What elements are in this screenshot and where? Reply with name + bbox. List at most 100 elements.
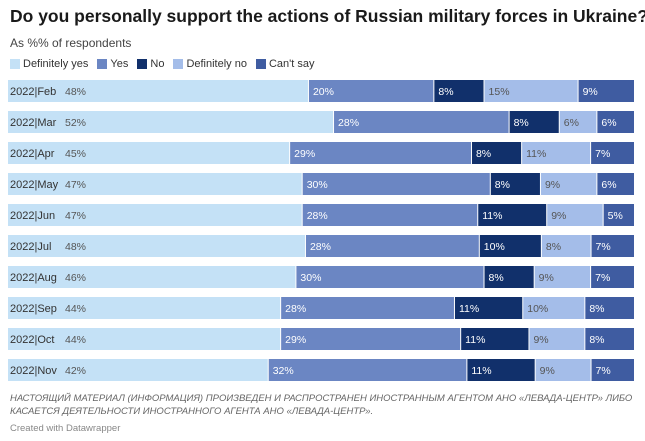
bar-segment <box>467 359 535 381</box>
chart-legend: Definitely yes Yes No Definitely no Can't sa… <box>10 57 324 71</box>
bar-segment <box>547 204 603 226</box>
bar-segment <box>454 297 523 319</box>
bar-value-label: 8% <box>514 117 529 129</box>
legend-item-4: Can't say <box>255 58 315 70</box>
bar-value-label: 32% <box>273 365 294 377</box>
legend-swatch <box>173 59 184 69</box>
bar-value-label: 48% <box>65 241 86 253</box>
bar-segment <box>585 297 634 319</box>
bar-segment <box>268 359 467 381</box>
row-label: 2022|Jun <box>10 210 55 222</box>
bar-segment <box>296 266 484 288</box>
bar-value-label: 10% <box>484 241 505 253</box>
bar-value-label: 9% <box>540 365 555 377</box>
bar-value-label: 8% <box>489 272 504 284</box>
bar-segment <box>541 235 591 257</box>
row-label: 2022|Sep <box>10 303 57 315</box>
bar-value-label: 6% <box>564 117 579 129</box>
legend-item-2: No <box>137 58 164 70</box>
bar-segment <box>8 235 305 257</box>
bar-segment <box>8 173 302 195</box>
bar-value-label: 7% <box>596 365 611 377</box>
bar-value-label: 52% <box>65 117 86 129</box>
bar-segment <box>8 111 334 133</box>
row-label: 2022|Oct <box>10 334 54 346</box>
bar-value-label: 30% <box>300 272 321 284</box>
bar-segment <box>334 111 509 133</box>
bar-segment <box>534 266 591 288</box>
bar-value-label: 9% <box>583 86 598 98</box>
bar-segment <box>461 328 529 350</box>
bar-segment <box>8 80 308 102</box>
bar-value-label: 44% <box>65 334 86 346</box>
bar-value-label: 7% <box>595 148 610 160</box>
bar-segment <box>484 266 534 288</box>
bar-value-label: 42% <box>65 365 86 377</box>
bar-segment <box>509 111 559 133</box>
bar-segment <box>308 80 434 102</box>
bar-segment <box>591 235 634 257</box>
bar-segment <box>434 80 484 102</box>
foreign-agent-note: НАСТОЯЩИЙ МАТЕРИАЛ (ИНФОРМАЦИЯ) ПРОИЗВЕД… <box>10 393 633 417</box>
bar-segment <box>540 173 597 195</box>
bar-value-label: 11% <box>459 303 479 315</box>
bar-value-label: 6% <box>601 179 616 191</box>
bar-segment <box>490 173 540 195</box>
bar-value-label: 28% <box>310 241 331 253</box>
bar-value-label: 10% <box>527 303 548 315</box>
datawrapper-credit[interactable]: Created with Datawrapper <box>10 423 121 434</box>
bar-segment <box>578 80 634 102</box>
legend-item-0: Definitely yes <box>10 58 88 70</box>
bar-value-label: 30% <box>307 179 328 191</box>
bar-value-label: 29% <box>285 334 306 346</box>
legend-label: Can't say <box>268 58 315 70</box>
bar-value-label: 28% <box>338 117 359 129</box>
bar-segment <box>559 111 597 133</box>
bar-segment <box>305 235 479 257</box>
bar-segment <box>302 204 478 226</box>
legend-label: Definitely no <box>186 58 247 70</box>
bar-value-label: 9% <box>533 334 548 346</box>
bar-value-label: 28% <box>285 303 306 315</box>
chart-title: Do you personally support the actions of… <box>10 6 645 26</box>
bar-segment <box>281 328 461 350</box>
bar-value-label: 6% <box>601 117 616 129</box>
bar-segment <box>522 142 591 164</box>
bar-segment <box>591 266 634 288</box>
bar-segment <box>8 204 302 226</box>
bar-value-label: 28% <box>307 210 328 222</box>
bar-value-label: 11% <box>482 210 502 222</box>
row-label: 2022|Mar <box>10 117 57 129</box>
bar-segment <box>603 204 634 226</box>
bar-segment <box>8 266 296 288</box>
row-label: 2022|Feb <box>10 86 56 98</box>
bar-segment <box>8 142 290 164</box>
bar-segment <box>479 235 541 257</box>
bar-segment <box>478 204 547 226</box>
bar-value-label: 9% <box>545 179 560 191</box>
bar-segment <box>591 359 634 381</box>
legend-item-1: Yes <box>97 58 128 70</box>
bar-segment <box>591 142 634 164</box>
legend-swatch <box>255 59 266 69</box>
bar-value-label: 44% <box>65 303 86 315</box>
bar-value-label: 47% <box>65 179 86 191</box>
bar-segment <box>8 297 281 319</box>
bar-segment <box>290 142 471 164</box>
bar-segment <box>597 111 634 133</box>
bar-value-label: 47% <box>65 210 86 222</box>
bar-value-label: 48% <box>65 86 86 98</box>
bar-segment <box>585 328 634 350</box>
legend-swatch <box>137 59 148 69</box>
bar-segment <box>523 297 585 319</box>
legend-swatch <box>97 59 108 69</box>
legend-label: Definitely yes <box>23 58 89 70</box>
bar-segment <box>597 173 634 195</box>
bar-segment <box>471 142 522 164</box>
bar-value-label: 15% <box>489 86 510 98</box>
bar-segment <box>529 328 585 350</box>
bar-value-label: 7% <box>595 272 610 284</box>
bar-value-label: 8% <box>495 179 510 191</box>
legend-swatch <box>10 59 20 69</box>
chart-subtitle: As %% of respondents <box>10 36 132 50</box>
